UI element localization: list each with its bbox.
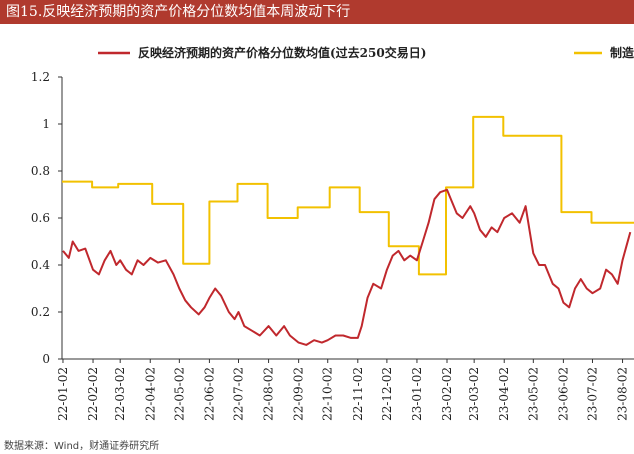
legend: 反映经济预期的资产价格分位数均值(过去250交易日) 制造	[98, 45, 634, 60]
x-tick-label: 23-03-02	[467, 367, 481, 421]
chart-title: 图15.反映经济预期的资产价格分位数均值本周波动下行	[6, 4, 351, 20]
y-tick-label: 0.8	[31, 164, 50, 178]
x-tick-label: 22-05-02	[172, 367, 186, 421]
x-tick-label: 22-12-02	[380, 367, 394, 421]
x-tick-label: 23-02-02	[440, 367, 454, 421]
x-tick-label: 23-05-02	[526, 367, 540, 421]
axes: 0 0.2 0.4 0.6 0.8 1 1.2 22-01-02 22-02-02 22-03-0…	[31, 70, 634, 421]
y-tick-label: 0.4	[31, 258, 50, 272]
legend-red-label: 反映经济预期的资产价格分位数均值(过去250交易日)	[138, 45, 426, 60]
x-tick-label: 22-06-02	[202, 367, 216, 421]
x-tick-label: 23-06-02	[556, 367, 570, 421]
x-tick-label: 22-02-02	[86, 367, 100, 421]
legend-yellow-label: 制造	[610, 45, 634, 60]
y-tick-label: 0	[42, 352, 50, 366]
x-tick-label: 22-07-02	[232, 367, 246, 421]
source-note: 数据来源：Wind，财通证券研究所	[4, 441, 160, 452]
y-tick-label: 1	[42, 117, 50, 131]
x-tick-label: 23-08-02	[616, 367, 630, 421]
series-group	[62, 115, 634, 346]
x-tick-label: 22-03-02	[113, 367, 127, 421]
x-tick-label: 22-04-02	[143, 367, 157, 421]
line-chart: 反映经济预期的资产价格分位数均值(过去250交易日) 制造 0 0.2 0.4 0.6…	[31, 45, 634, 421]
x-tick-label: 22-10-02	[321, 367, 335, 421]
x-tick-label: 22-09-02	[292, 367, 306, 421]
x-tick-label: 23-04-02	[497, 367, 511, 421]
y-tick-label: 0.6	[31, 211, 50, 225]
x-tick-label: 22-11-02	[351, 367, 365, 421]
series-line-asset-quantile	[62, 188, 632, 346]
series-line-manufacturing	[62, 115, 634, 276]
chart-title-bar: 图15.反映经济预期的资产价格分位数均值本周波动下行	[0, 0, 634, 24]
y-tick-label: 0.2	[31, 305, 50, 319]
x-tick-label: 23-07-02	[585, 367, 599, 421]
x-tick-label: 23-01-02	[410, 367, 424, 421]
y-tick-label: 1.2	[31, 70, 50, 84]
x-tick-label: 22-08-02	[262, 367, 276, 421]
x-tick-label: 22-01-02	[56, 367, 70, 421]
